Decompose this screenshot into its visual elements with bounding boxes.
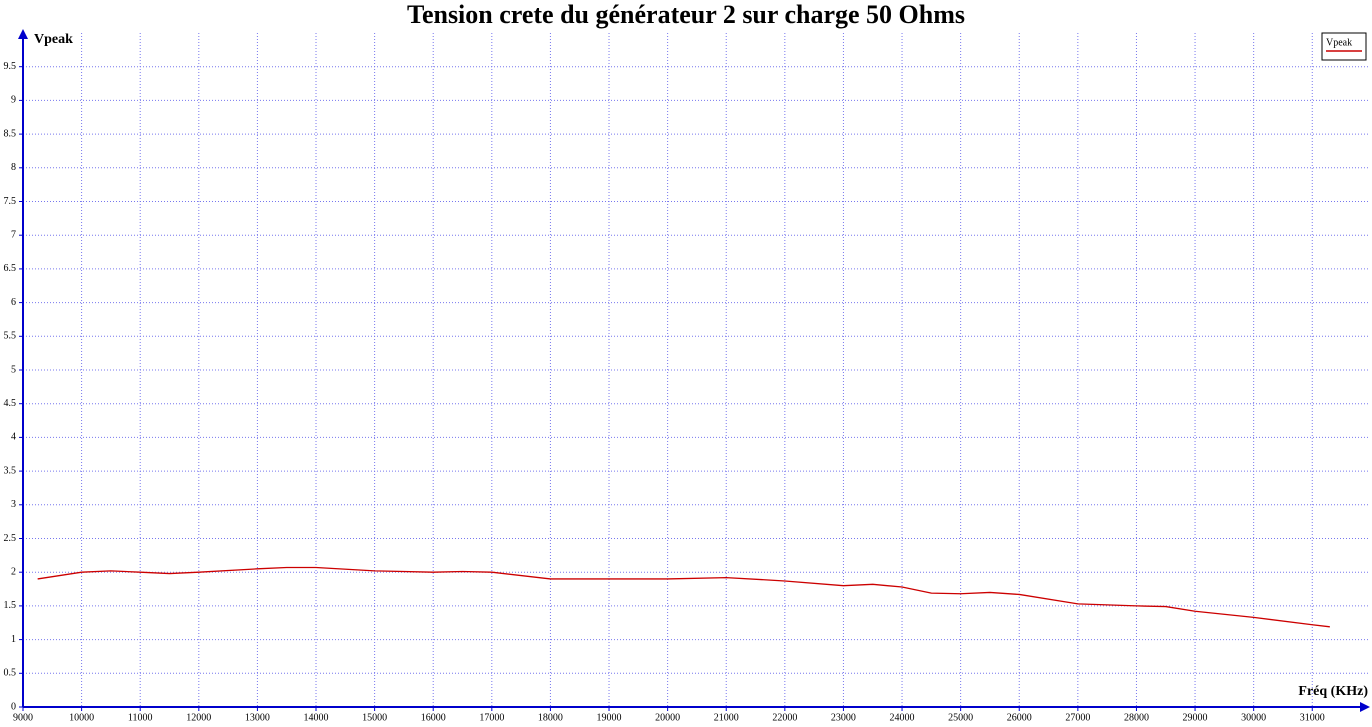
x-tick-label: 14000 xyxy=(304,712,329,723)
y-tick-label: 8 xyxy=(11,162,16,173)
x-tick-label: 20000 xyxy=(655,712,680,723)
x-tick-label: 18000 xyxy=(538,712,563,723)
y-tick-label: 3 xyxy=(11,499,16,510)
x-tick-label: 17000 xyxy=(479,712,504,723)
y-tick-label: 6 xyxy=(11,297,16,308)
y-tick-label: 7.5 xyxy=(4,196,17,207)
x-tick-label: 12000 xyxy=(186,712,211,723)
y-tick-label: 4.5 xyxy=(4,398,17,409)
x-tick-label: 30000 xyxy=(1241,712,1266,723)
x-tick-label: 29000 xyxy=(1183,712,1208,723)
legend-label: Vpeak xyxy=(1326,37,1352,48)
x-tick-label: 26000 xyxy=(1007,712,1032,723)
y-tick-label: 7 xyxy=(11,229,16,240)
chart-title: Tension crete du générateur 2 sur charge… xyxy=(407,0,965,29)
x-tick-label: 25000 xyxy=(948,712,973,723)
y-tick-label: 6.5 xyxy=(4,263,17,274)
x-axis-label: Fréq (KHz) xyxy=(1298,684,1368,699)
legend-box xyxy=(1321,32,1367,61)
y-tick-label: 4 xyxy=(11,432,16,443)
y-tick-label: 1 xyxy=(11,634,16,645)
x-axis-arrow xyxy=(1360,702,1370,712)
x-tick-label: 27000 xyxy=(1065,712,1090,723)
x-tick-label: 23000 xyxy=(831,712,856,723)
x-tick-label: 22000 xyxy=(772,712,797,723)
x-tick-label: 9000 xyxy=(13,712,33,723)
y-tick-label: 0.5 xyxy=(4,668,17,679)
y-tick-label: 5 xyxy=(11,364,16,375)
series-line xyxy=(37,566,1330,628)
x-tick-label: 16000 xyxy=(421,712,446,723)
y-tick-label: 9 xyxy=(11,95,16,106)
y-tick-label: 0 xyxy=(11,701,16,712)
y-tick-label: 9.5 xyxy=(4,61,17,72)
y-tick-label: 8.5 xyxy=(4,128,17,139)
legend: Vpeak xyxy=(1321,32,1367,61)
y-axis-label: Vpeak xyxy=(34,32,73,47)
x-tick-label: 24000 xyxy=(890,712,915,723)
y-tick-label: 2 xyxy=(11,566,16,577)
y-axis-arrow xyxy=(18,29,28,39)
x-tick-label: 11000 xyxy=(128,712,153,723)
grid xyxy=(22,33,1370,708)
x-tick-label: 15000 xyxy=(362,712,387,723)
x-tick-label: 21000 xyxy=(714,712,739,723)
x-tick-label: 19000 xyxy=(597,712,622,723)
y-tick-label: 5.5 xyxy=(4,331,17,342)
x-tick-label: 13000 xyxy=(245,712,270,723)
y-tick-label: 1.5 xyxy=(4,600,17,611)
x-tick-label: 10000 xyxy=(69,712,94,723)
y-tick-label: 2.5 xyxy=(4,533,17,544)
x-tick-label: 28000 xyxy=(1124,712,1149,723)
y-tick-label: 3.5 xyxy=(4,465,17,476)
x-tick-label: 31000 xyxy=(1300,712,1325,723)
